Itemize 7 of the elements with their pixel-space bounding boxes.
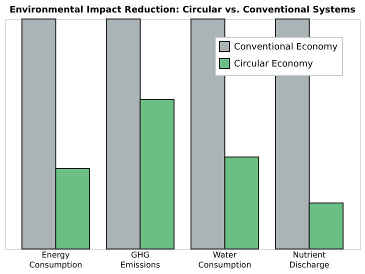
x-tick-label: Water Consumption: [198, 250, 252, 270]
x-tick-label: Energy Consumption: [29, 250, 82, 270]
chart-title: Environmental Impact Reduction: Circular vs. Conventional Systems: [9, 6, 356, 16]
x-tick-label: Nutrient Discharge: [289, 250, 330, 270]
x-tick-label: GHG Emissions: [120, 250, 160, 270]
legend-label: Circular Economy: [234, 60, 314, 70]
legend-label: Conventional Economy: [234, 42, 338, 52]
